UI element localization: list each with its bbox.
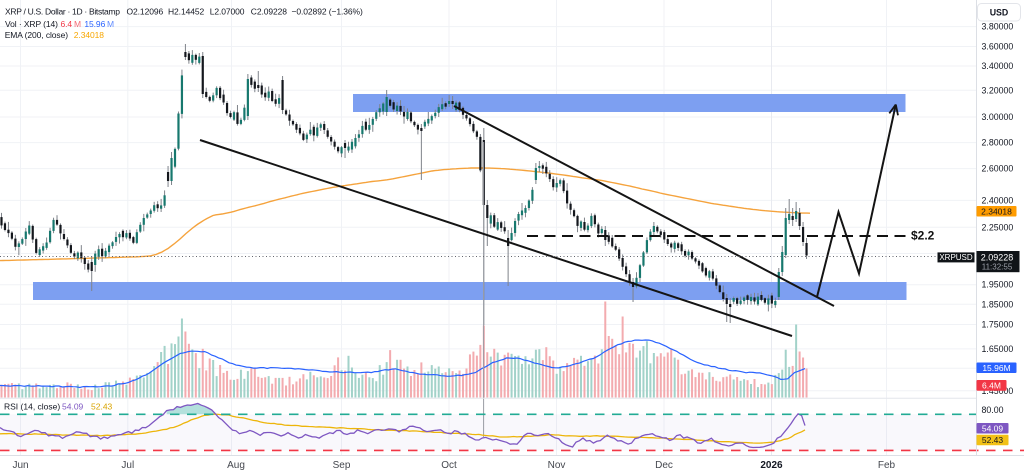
svg-text:3.00000: 3.00000 (982, 112, 1014, 122)
svg-text:2.40000: 2.40000 (982, 195, 1014, 205)
svg-text:6.4: 6.4 (61, 19, 73, 29)
svg-text:52.43: 52.43 (982, 435, 1004, 445)
svg-text:M: M (74, 19, 81, 29)
svg-text:52.43: 52.43 (91, 402, 113, 412)
svg-text:1.85000: 1.85000 (982, 299, 1014, 309)
svg-text:C2.09228: C2.09228 (251, 6, 288, 16)
svg-text:2.60000: 2.60000 (982, 164, 1014, 174)
svg-text:H2.14452: H2.14452 (168, 6, 205, 16)
svg-text:Oct: Oct (441, 460, 457, 471)
svg-text:$2.2: $2.2 (911, 229, 935, 243)
svg-text:O2.12096: O2.12096 (127, 6, 164, 16)
svg-text:Nov: Nov (548, 460, 566, 471)
svg-text:2026: 2026 (760, 460, 783, 471)
svg-text:−0.02892 (−1.36%): −0.02892 (−1.36%) (292, 6, 364, 16)
svg-text:1.45000: 1.45000 (982, 386, 1014, 396)
svg-text:Feb: Feb (878, 460, 896, 471)
svg-text:6.4M: 6.4M (982, 380, 1001, 390)
svg-text:Aug: Aug (227, 460, 245, 471)
svg-text:80.00: 80.00 (982, 405, 1004, 415)
svg-text:2.80000: 2.80000 (982, 138, 1014, 148)
svg-text:L2.07000: L2.07000 (210, 6, 245, 16)
svg-text:RSI (14, close): RSI (14, close) (4, 402, 60, 412)
svg-text:3.60000: 3.60000 (982, 42, 1014, 52)
svg-text:Jun: Jun (12, 460, 28, 471)
svg-text:Vol · XRP (14): Vol · XRP (14) (5, 19, 58, 29)
svg-text:1.75000: 1.75000 (982, 320, 1014, 330)
svg-text:USD: USD (990, 8, 1009, 18)
svg-text:15.96M: 15.96M (982, 363, 1010, 373)
svg-text:XRP / U.S. Dollar · 1D · Bitst: XRP / U.S. Dollar · 1D · Bitstamp (5, 6, 120, 16)
svg-text:Sep: Sep (333, 460, 351, 471)
svg-text:2.25000: 2.25000 (982, 222, 1014, 232)
svg-text:1.95000: 1.95000 (982, 280, 1014, 290)
svg-text:XRPUSD: XRPUSD (939, 253, 973, 262)
svg-text:M: M (107, 19, 114, 29)
svg-text:2.09228: 2.09228 (981, 252, 1014, 262)
svg-text:3.20000: 3.20000 (982, 85, 1014, 95)
svg-text:11:32:55: 11:32:55 (982, 262, 1013, 271)
svg-text:Dec: Dec (655, 460, 673, 471)
svg-text:1.65000: 1.65000 (982, 344, 1014, 354)
svg-text:2.34018: 2.34018 (981, 206, 1012, 216)
svg-text:EMA (200, close): EMA (200, close) (5, 30, 69, 40)
svg-text:54.09: 54.09 (982, 423, 1004, 433)
svg-text:3.80000: 3.80000 (982, 22, 1014, 32)
svg-text:Jul: Jul (121, 460, 134, 471)
svg-text:2.34018: 2.34018 (74, 30, 104, 40)
svg-text:15.96: 15.96 (84, 19, 105, 29)
svg-text:3.40000: 3.40000 (982, 61, 1014, 71)
svg-text:54.09: 54.09 (62, 402, 84, 412)
